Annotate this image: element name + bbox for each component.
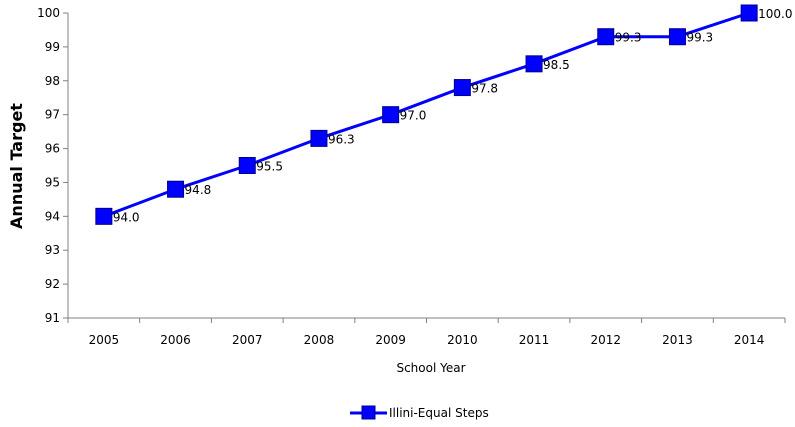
data-label: 97.8: [471, 82, 498, 96]
y-tick-label: 94: [45, 209, 60, 223]
y-tick-label: 96: [45, 142, 60, 156]
y-tick-label: 95: [45, 175, 60, 189]
x-tick-label: 2011: [519, 333, 550, 347]
y-tick-label: 93: [45, 243, 60, 257]
data-point-marker: [668, 28, 686, 46]
series-markers: [95, 4, 758, 225]
x-tick-label: 2009: [375, 333, 406, 347]
y-tick-label: 97: [45, 108, 60, 122]
data-point-marker: [310, 129, 328, 147]
data-label: 99.3: [615, 31, 642, 45]
legend: Illini-Equal Steps: [350, 405, 489, 420]
series-line: [103, 11, 750, 218]
x-tick-label: 2012: [590, 333, 621, 347]
data-point-marker: [382, 106, 400, 124]
x-axis-title: School Year: [396, 361, 465, 375]
y-tick-label: 99: [45, 40, 60, 54]
data-labels: 94.0 94.8 95.5 96.3 97.0 97.8 98.5 99.3 99.3 100.…: [113, 7, 793, 224]
y-tick-label: 91: [45, 311, 60, 325]
data-label: 100.0: [758, 7, 792, 21]
x-tick-label: 2008: [304, 333, 335, 347]
data-point-marker: [525, 55, 543, 73]
y-tick-label: 100: [37, 6, 60, 20]
data-label: 94.8: [185, 183, 212, 197]
series-line-group: [103, 11, 750, 218]
x-tick-label: 2005: [89, 333, 120, 347]
y-tick-label: 92: [45, 277, 60, 291]
legend-marker-swatch: [361, 405, 376, 420]
data-point-marker: [95, 207, 113, 225]
data-label: 95.5: [256, 160, 283, 174]
data-point-marker: [453, 79, 471, 97]
x-tick-label: 2013: [662, 333, 693, 347]
y-axis-ticks: 91 92 93 94 95 96 97 98 99 100: [37, 6, 68, 325]
y-tick-label: 98: [45, 74, 60, 88]
data-label: 99.3: [686, 31, 713, 45]
x-axis-ticks: 2005 2006 2007 2008 2009 2010 2011 2012 2013 2014: [67, 318, 786, 347]
data-label: 96.3: [328, 132, 355, 146]
x-tick-label: 2014: [734, 333, 765, 347]
axes: [67, 13, 785, 319]
y-axis-title: Annual Target: [7, 103, 26, 229]
x-tick-label: 2010: [447, 333, 478, 347]
data-point-marker: [167, 180, 185, 198]
data-point-marker: [740, 4, 758, 22]
data-label: 94.0: [113, 210, 140, 224]
x-tick-label: 2007: [232, 333, 263, 347]
legend-series-label: Illini-Equal Steps: [389, 406, 489, 420]
data-label: 98.5: [543, 58, 570, 72]
x-tick-label: 2006: [160, 333, 191, 347]
data-point-marker: [238, 157, 256, 174]
data-label: 97.0: [400, 109, 427, 123]
data-point-marker: [597, 28, 615, 46]
